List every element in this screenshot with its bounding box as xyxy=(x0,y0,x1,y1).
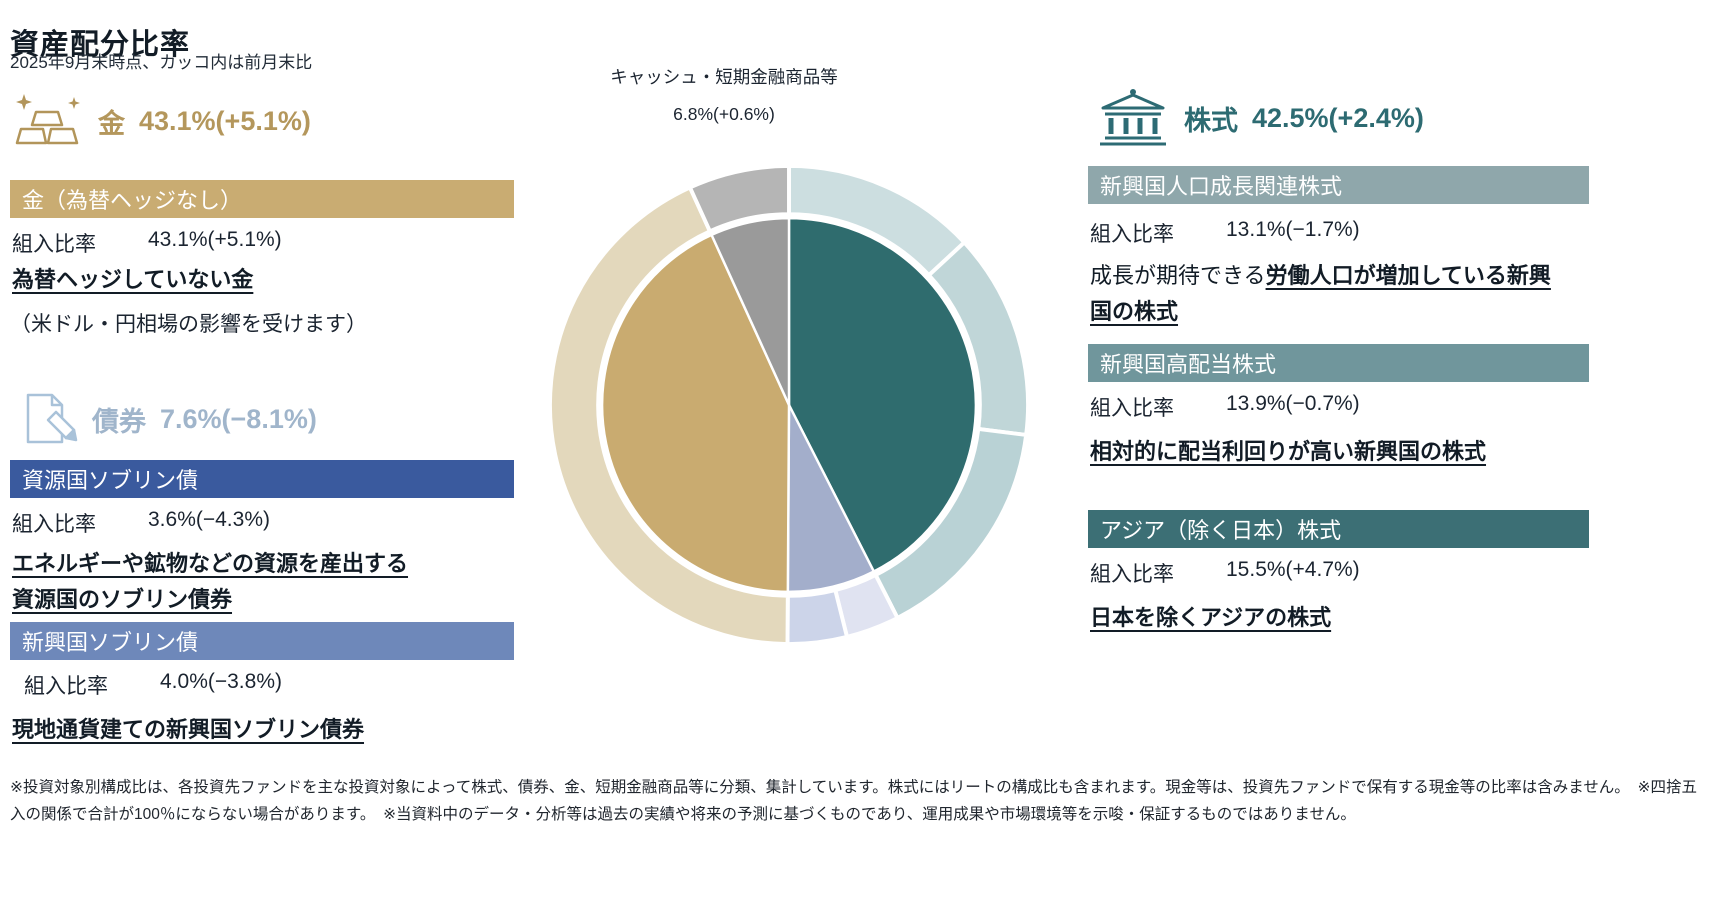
ratio-label: 組入比率 xyxy=(12,513,96,536)
page-title: 資産配分比率 xyxy=(10,29,191,62)
pie-inner-segment-2 xyxy=(600,233,791,594)
gold-fund-desc: 為替ヘッジしていない金 xyxy=(12,267,254,292)
stock-fund-desc: 成長が期待できる労働人口が増加している新興国の株式 xyxy=(1090,258,1570,329)
ratio-label: 組入比率 xyxy=(1090,397,1174,420)
gold-fund-header: 金（為替ヘッジなし） xyxy=(10,180,514,218)
desc-prefix: 成長が期待できる xyxy=(1090,263,1266,288)
pie-outer-segment-6 xyxy=(687,164,791,234)
ratio-label: 組入比率 xyxy=(1090,563,1174,586)
document-pencil-icon xyxy=(20,390,78,448)
pie-inner-segment-0 xyxy=(787,216,978,573)
desc-emphasis: 相対的に配当利回りが高い新興国の株式 xyxy=(1090,439,1487,464)
stock-fund-desc: 相対的に配当利回りが高い新興国の株式 xyxy=(1090,434,1570,470)
pie-outer-segment-5 xyxy=(548,185,790,646)
pie-outer-segment-4 xyxy=(785,588,849,646)
gold-label: 金 xyxy=(98,108,125,139)
ratio-value: 13.1%(−1.7%) xyxy=(1226,218,1360,241)
bank-building-icon xyxy=(1096,88,1170,148)
gold-value: 43.1%(+5.1%) xyxy=(139,105,311,136)
stock-fund-ratio-row: 組入比率 15.5%(+4.7%) xyxy=(1090,558,1360,588)
gold-fund-note: （米ドル・円相場の影響を受けます） xyxy=(10,313,367,336)
ratio-value: 15.5%(+4.7%) xyxy=(1226,558,1360,581)
ratio-label: 組入比率 xyxy=(24,675,108,698)
stocks-label: 株式 xyxy=(1184,105,1238,136)
stocks-value: 42.5%(+2.4%) xyxy=(1252,102,1424,133)
ratio-label: 組入比率 xyxy=(12,233,96,256)
bond-fund-ratio-row: 組入比率 3.6%(−4.3%) xyxy=(12,508,270,538)
bonds-label: 債券 xyxy=(92,406,146,437)
bond-fund-header-emerging: 新興国ソブリン債 xyxy=(10,622,514,660)
ratio-label: 組入比率 xyxy=(1090,223,1174,246)
gold-fund-ratio-row: 組入比率 43.1%(+5.1%) xyxy=(12,228,282,258)
desc-emphasis: 労働人口が増加している新興国の株式 xyxy=(1090,263,1551,324)
page-subtitle: 2025年9月末時点、カッコ内は前月末比 xyxy=(10,53,313,72)
desc-emphasis: 日本を除くアジアの株式 xyxy=(1090,605,1332,630)
footnote: ※投資対象別構成比は、各投資先ファンドを主な投資対象によって株式、債券、金、短期… xyxy=(10,779,1697,824)
pie-inner-segment-3 xyxy=(710,216,791,407)
stock-fund-header-population: 新興国人口成長関連株式 xyxy=(1088,166,1589,204)
bond-fund-desc: 現地通貨建ての新興国ソブリン債券 xyxy=(12,717,365,742)
bond-fund-header-resource: 資源国ソブリン債 xyxy=(10,460,514,498)
ratio-value: 43.1%(+5.1%) xyxy=(148,228,282,251)
stock-fund-header-dividend: 新興国高配当株式 xyxy=(1088,344,1589,382)
gold-summary: 金 43.1%(+5.1%) xyxy=(12,92,311,150)
stock-fund-desc: 日本を除くアジアの株式 xyxy=(1090,600,1570,636)
stocks-summary: 株式 42.5%(+2.4%) xyxy=(1096,88,1424,148)
bond-fund-desc: エネルギーや鉱物などの資源を産出する 資源国のソブリン債券 xyxy=(12,551,409,612)
bonds-summary: 債券 7.6%(−8.1%) xyxy=(20,390,317,448)
ratio-value: 13.9%(−0.7%) xyxy=(1226,392,1360,415)
stock-fund-ratio-row: 組入比率 13.1%(−1.7%) xyxy=(1090,218,1360,248)
ratio-value: 3.6%(−4.3%) xyxy=(148,508,270,531)
allocation-pie-chart xyxy=(548,164,1030,646)
bonds-value: 7.6%(−8.1%) xyxy=(160,403,317,434)
stock-fund-header-asia: アジア（除く日本）株式 xyxy=(1088,510,1589,548)
bond-fund-ratio-row: 組入比率 4.0%(−3.8%) xyxy=(24,670,282,700)
ratio-value: 4.0%(−3.8%) xyxy=(160,670,282,693)
stock-fund-ratio-row: 組入比率 13.9%(−0.7%) xyxy=(1090,392,1360,422)
gold-bars-icon xyxy=(12,92,84,150)
cash-callout-label: キャッシュ・短期金融商品等 xyxy=(610,67,838,87)
cash-callout: キャッシュ・短期金融商品等 6.8%(+0.6%) xyxy=(588,64,860,125)
cash-callout-value: 6.8%(+0.6%) xyxy=(673,104,775,124)
